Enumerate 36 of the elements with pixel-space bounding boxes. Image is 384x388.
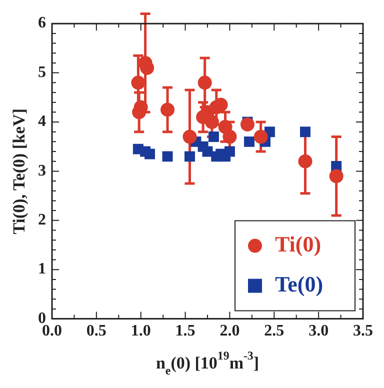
point — [298, 154, 312, 168]
point — [162, 151, 173, 162]
y-tick-label: 6 — [38, 14, 46, 32]
x-tick-label: 0.5 — [86, 322, 106, 340]
y-axis-title: Ti(0), Te(0) [keV] — [9, 108, 28, 234]
x-tick-label: 2.5 — [264, 322, 284, 340]
point — [182, 130, 197, 144]
legend-label: Te(0) — [275, 271, 324, 296]
point — [264, 126, 275, 138]
point — [222, 130, 237, 144]
point — [224, 146, 235, 157]
point — [208, 132, 219, 142]
x-tick-label: 0.0 — [42, 322, 62, 340]
x-tick-label: 3.0 — [308, 322, 329, 340]
y-tick-label: 2 — [38, 212, 46, 229]
point — [184, 151, 195, 162]
y-tick-label: 5 — [38, 64, 46, 81]
point — [254, 130, 268, 144]
y-tick-label: 4 — [38, 113, 46, 130]
legend-label: Ti(0) — [275, 231, 322, 256]
point — [131, 76, 146, 90]
point — [300, 126, 310, 138]
x-tick-label: 1.5 — [175, 322, 196, 340]
y-tick-label: 1 — [38, 260, 46, 278]
x-tick-label: 3.5 — [353, 322, 373, 340]
point — [204, 115, 219, 129]
point — [144, 148, 155, 160]
x-tick-label: 2.0 — [220, 322, 240, 340]
y-tick-label: 3 — [38, 162, 46, 180]
point — [160, 102, 175, 117]
point — [244, 136, 255, 147]
point — [202, 146, 213, 157]
x-tick-label: 1.0 — [130, 322, 151, 340]
point — [329, 169, 344, 184]
point — [240, 117, 254, 132]
point — [198, 76, 212, 90]
